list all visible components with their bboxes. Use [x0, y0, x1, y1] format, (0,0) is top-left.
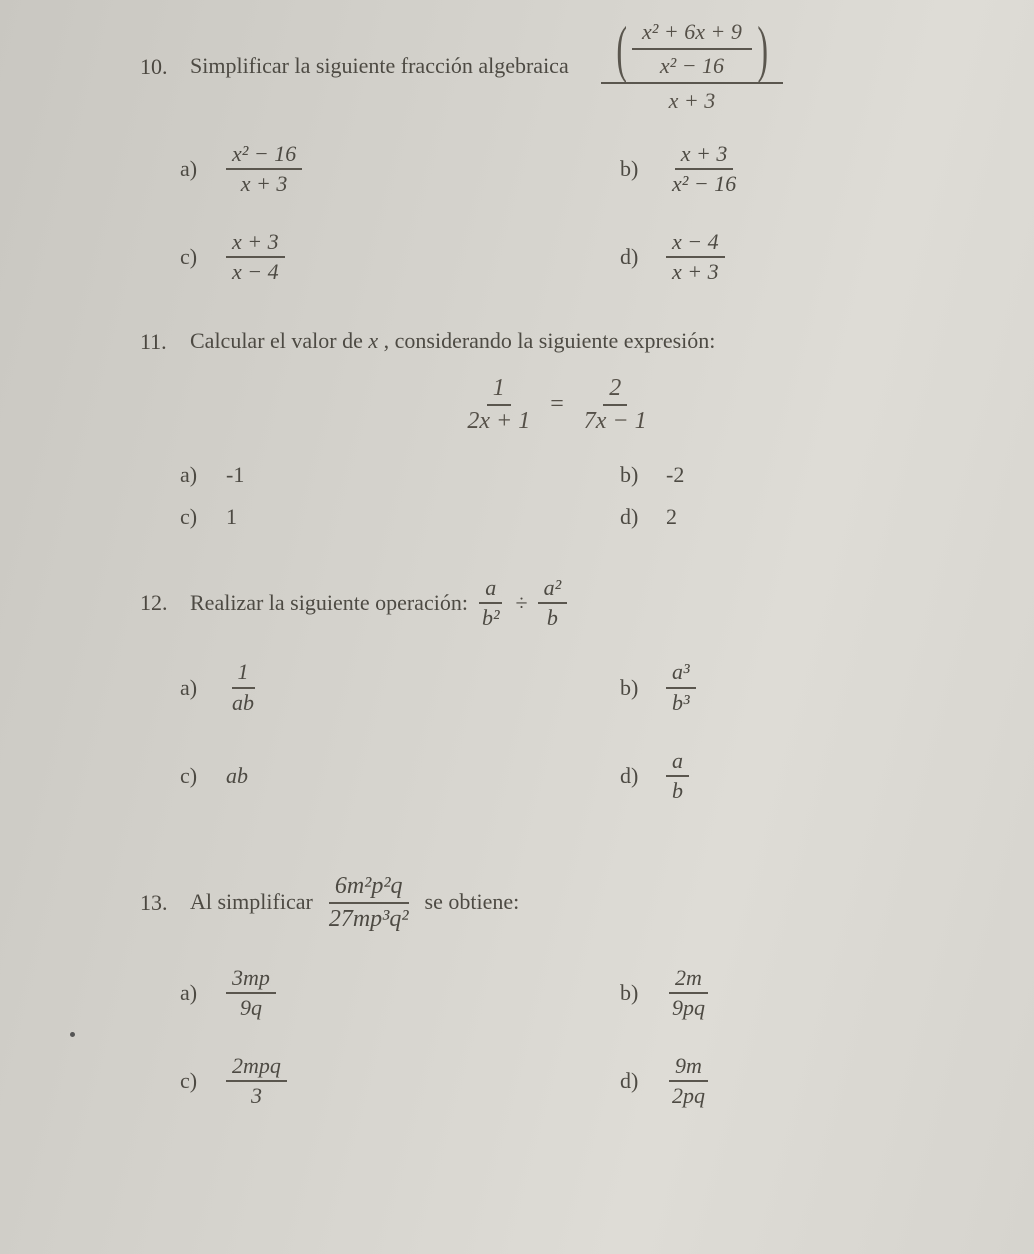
stray-dot — [70, 1032, 75, 1037]
option-a: a) -1 — [180, 462, 500, 488]
option-label: a) — [180, 980, 206, 1006]
options-grid: a) 3mp 9q b) 2m 9pq c) 2mpq 3 — [180, 966, 974, 1109]
worksheet-page: 10. Simplificar la siguiente fracción al… — [0, 0, 1034, 1254]
option-value: 9m 2pq — [666, 1054, 711, 1108]
option-value: x² − 16 x + 3 — [226, 142, 302, 196]
expr-den: x + 3 — [659, 84, 726, 113]
eq-left-num: 1 — [487, 375, 511, 405]
option-d: d) 9m 2pq — [620, 1054, 940, 1108]
question-12: 12. Realizar la siguiente operación: a b… — [140, 576, 974, 803]
text-after: , considerando la siguiente expresión: — [378, 328, 715, 353]
option-label: b) — [620, 675, 646, 701]
option-b: b) -2 — [620, 462, 940, 488]
expr-right-den: b — [541, 604, 564, 630]
option-value: 2m 9pq — [666, 966, 711, 1020]
option-d: d) 2 — [620, 504, 940, 530]
option-label: c) — [180, 1068, 206, 1094]
option-label: b) — [620, 980, 646, 1006]
options-grid: a) x² − 16 x + 3 b) x + 3 x² − 16 c) x +… — [180, 142, 974, 285]
option-value: a³ b³ — [666, 660, 696, 714]
option-value: x + 3 x² − 16 — [666, 142, 742, 196]
text: Realizar la siguiente operación: — [190, 588, 468, 619]
text-after: se obtiene: — [425, 887, 520, 918]
option-value: a b — [666, 749, 689, 803]
option-label: c) — [180, 244, 206, 270]
question-number: 13. — [140, 890, 174, 916]
options-grid: a) 1 ab b) a³ b³ c) ab d) a — [180, 660, 974, 803]
option-d: d) x − 4 x + 3 — [620, 230, 940, 284]
option-d: d) a b — [620, 749, 940, 803]
text-before: Calcular el valor de — [190, 328, 368, 353]
option-label: c) — [180, 504, 206, 530]
option-label: b) — [620, 462, 646, 488]
question-text: Simplificar la siguiente fracción algebr… — [190, 51, 569, 82]
option-value: 3mp 9q — [226, 966, 276, 1020]
question-10: 10. Simplificar la siguiente fracción al… — [140, 20, 974, 284]
option-b: b) x + 3 x² − 16 — [620, 142, 940, 196]
option-a: a) x² − 16 x + 3 — [180, 142, 500, 196]
option-label: a) — [180, 462, 206, 488]
expr-left-den: b² — [476, 604, 506, 630]
options-grid: a) -1 b) -2 c) 1 d) 2 — [180, 462, 974, 530]
expr-left-num: a — [479, 576, 502, 604]
expr-right-num: a² — [538, 576, 568, 604]
option-c: c) ab — [180, 749, 500, 803]
option-b: b) a³ b³ — [620, 660, 940, 714]
question-expression: 6m²p²q 27mp³q² — [323, 873, 415, 932]
option-a: a) 3mp 9q — [180, 966, 500, 1020]
option-c: c) 2mpq 3 — [180, 1054, 500, 1108]
question-number: 12. — [140, 590, 174, 616]
option-value: 1 ab — [226, 660, 260, 714]
option-value: 2mpq 3 — [226, 1054, 287, 1108]
text-before: Al simplificar — [190, 887, 313, 918]
question-text: Al simplificar 6m²p²q 27mp³q² se obtiene… — [190, 873, 519, 932]
option-label: a) — [180, 675, 206, 701]
expr-num: 6m²p²q — [329, 873, 409, 903]
option-b: b) 2m 9pq — [620, 966, 940, 1020]
option-label: b) — [620, 156, 646, 182]
question-equation: 1 2x + 1 = 2 7x − 1 — [140, 375, 974, 434]
option-value: ab — [226, 763, 248, 789]
divide-sign: ÷ — [512, 588, 532, 619]
option-value: -2 — [666, 462, 684, 488]
question-number: 11. — [140, 329, 174, 355]
question-text: Calcular el valor de x , considerando la… — [190, 326, 715, 357]
option-value: x − 4 x + 3 — [666, 230, 725, 284]
option-value: x + 3 x − 4 — [226, 230, 285, 284]
question-13: 13. Al simplificar 6m²p²q 27mp³q² se obt… — [140, 873, 974, 1109]
equals-sign: = — [550, 391, 564, 418]
option-c: c) x + 3 x − 4 — [180, 230, 500, 284]
option-label: d) — [620, 763, 646, 789]
variable: x — [368, 328, 378, 353]
question-expression: ( x² + 6x + 9 x² − 16 ) x + 3 — [601, 20, 783, 114]
eq-right-num: 2 — [603, 375, 627, 405]
eq-right-den: 7x − 1 — [578, 406, 653, 434]
option-label: d) — [620, 1068, 646, 1094]
option-label: a) — [180, 156, 206, 182]
expr-num-num: x² + 6x + 9 — [632, 20, 752, 50]
option-a: a) 1 ab — [180, 660, 500, 714]
option-label: c) — [180, 763, 206, 789]
question-11: 11. Calcular el valor de x , considerand… — [140, 326, 974, 530]
option-value: 2 — [666, 504, 677, 530]
question-number: 10. — [140, 54, 174, 80]
eq-left-den: 2x + 1 — [461, 406, 536, 434]
expr-den: 27mp³q² — [323, 904, 415, 932]
expr-num-den: x² − 16 — [650, 50, 734, 78]
option-label: d) — [620, 504, 646, 530]
question-text: Realizar la siguiente operación: a b² ÷ … — [190, 576, 567, 630]
question-expression: a b² ÷ a² b — [476, 576, 567, 630]
option-value: -1 — [226, 462, 244, 488]
option-value: 1 — [226, 504, 237, 530]
option-c: c) 1 — [180, 504, 500, 530]
option-label: d) — [620, 244, 646, 270]
